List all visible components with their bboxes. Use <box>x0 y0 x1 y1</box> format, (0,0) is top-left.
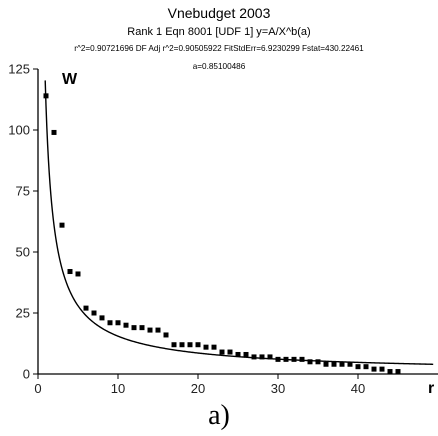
data-point <box>315 359 321 365</box>
data-point <box>171 342 177 348</box>
data-point <box>387 369 393 375</box>
chart-title: Vnebudget 2003 <box>167 5 271 21</box>
data-point <box>211 344 217 350</box>
data-point <box>283 356 289 362</box>
data-point <box>331 361 337 367</box>
fit-curve-group <box>44 80 434 365</box>
data-points <box>43 93 401 375</box>
data-point <box>243 351 249 357</box>
chart-subtitle-equation: Rank 1 Eqn 8001 [UDF 1] y=A/X^b(a) <box>127 26 311 38</box>
x-tick-label: 30 <box>271 381 285 396</box>
data-point <box>275 356 281 362</box>
data-point <box>123 322 129 328</box>
data-point <box>139 325 145 331</box>
panel-label: a) <box>208 400 230 431</box>
data-point <box>107 320 113 326</box>
data-point <box>379 366 385 372</box>
data-point <box>43 93 49 99</box>
y-tick-label: 0 <box>23 367 30 382</box>
data-point <box>323 361 329 367</box>
x-axis-label: r <box>428 380 434 397</box>
y-axis-label: W <box>62 71 78 88</box>
data-point <box>267 354 273 360</box>
data-point <box>259 354 265 360</box>
y-tick-label: 100 <box>8 123 30 138</box>
data-point <box>291 356 297 362</box>
data-point <box>83 305 89 311</box>
data-point <box>91 310 97 316</box>
data-point <box>355 364 361 370</box>
tick-labels: 0 25 50 75 100 125 0 10 20 30 40 <box>8 62 365 397</box>
data-point <box>155 327 161 333</box>
fit-parameter: a=0.85100486 <box>192 62 246 71</box>
data-point <box>179 342 185 348</box>
fit-curve <box>44 80 434 365</box>
data-point <box>163 332 169 338</box>
data-point <box>235 351 241 357</box>
data-point <box>347 361 353 367</box>
data-point <box>195 342 201 348</box>
data-point <box>147 327 153 333</box>
data-point <box>307 359 313 365</box>
x-tick-label: 40 <box>351 381 365 396</box>
axes <box>33 68 438 379</box>
data-point <box>363 364 369 370</box>
y-tick-label: 125 <box>8 62 30 77</box>
data-point <box>187 342 193 348</box>
y-tick-label: 25 <box>16 306 30 321</box>
data-point <box>67 269 73 275</box>
data-point <box>203 344 209 350</box>
data-point <box>395 369 401 375</box>
y-tick-label: 75 <box>16 184 30 199</box>
data-point <box>299 356 305 362</box>
data-point <box>59 222 65 228</box>
x-tick-label: 0 <box>34 381 41 396</box>
data-point <box>371 366 377 372</box>
x-tick-label: 20 <box>191 381 205 396</box>
data-point <box>227 349 233 355</box>
fit-statistics: r^2=0.90721696 DF Adj r^2=0.90505922 Fit… <box>74 44 364 53</box>
data-point <box>131 325 137 331</box>
data-point <box>75 271 81 277</box>
data-point <box>339 361 345 367</box>
data-point <box>51 129 57 135</box>
x-tick-label: 10 <box>111 381 125 396</box>
data-point <box>251 354 257 360</box>
data-point <box>115 320 121 326</box>
y-tick-label: 50 <box>16 245 30 260</box>
data-point <box>219 349 225 355</box>
data-point <box>99 315 105 321</box>
